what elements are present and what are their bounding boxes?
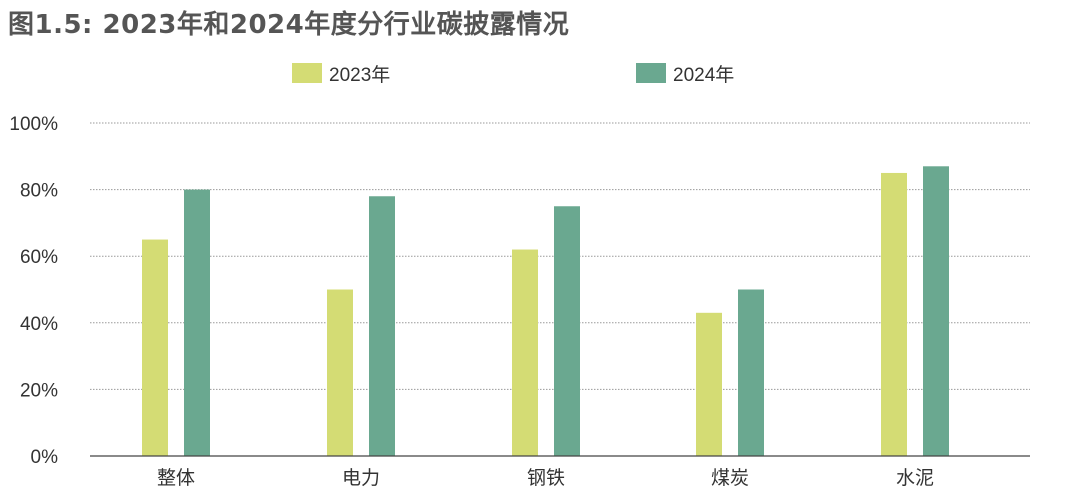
legend-swatch (292, 63, 322, 83)
legend-label: 2023年 (329, 64, 390, 86)
bar-2024 (738, 289, 764, 456)
y-tick-label: 100% (9, 114, 58, 135)
x-tick-label: 煤炭 (711, 467, 749, 489)
y-tick-label: 20% (20, 380, 58, 401)
bar-2023 (881, 172, 907, 456)
y-tick-label: 0% (31, 447, 59, 468)
bar-2024 (369, 196, 395, 456)
legend-label: 2024年 (673, 64, 734, 86)
x-tick-label: 水泥 (896, 467, 934, 489)
chart-title: 图1.5: 2023年和2024年度分行业碳披露情况 (8, 10, 570, 40)
bar-2024 (184, 189, 210, 456)
legend: 2023年 2024年 (292, 63, 734, 86)
y-tick-label: 80% (20, 181, 58, 202)
y-tick-label: 40% (20, 314, 58, 335)
bar-2023 (512, 249, 538, 456)
bar-2023 (142, 239, 168, 456)
bar-2023 (327, 289, 353, 456)
bar-2024 (554, 206, 580, 456)
x-axis: 整体 电力 钢铁 煤炭 水泥 (90, 455, 1030, 489)
bar-2024 (923, 166, 949, 457)
y-tick-label: 60% (20, 247, 58, 268)
y-axis: 0% 20% 40% 60% 80% 100% (9, 114, 58, 468)
x-tick-label: 整体 (157, 467, 195, 489)
bars (142, 166, 949, 457)
grid-lines (90, 122, 1030, 390)
bar-2023 (696, 312, 722, 456)
x-tick-label: 钢铁 (527, 467, 565, 489)
legend-swatch (636, 63, 666, 83)
x-tick-label: 电力 (342, 467, 380, 489)
